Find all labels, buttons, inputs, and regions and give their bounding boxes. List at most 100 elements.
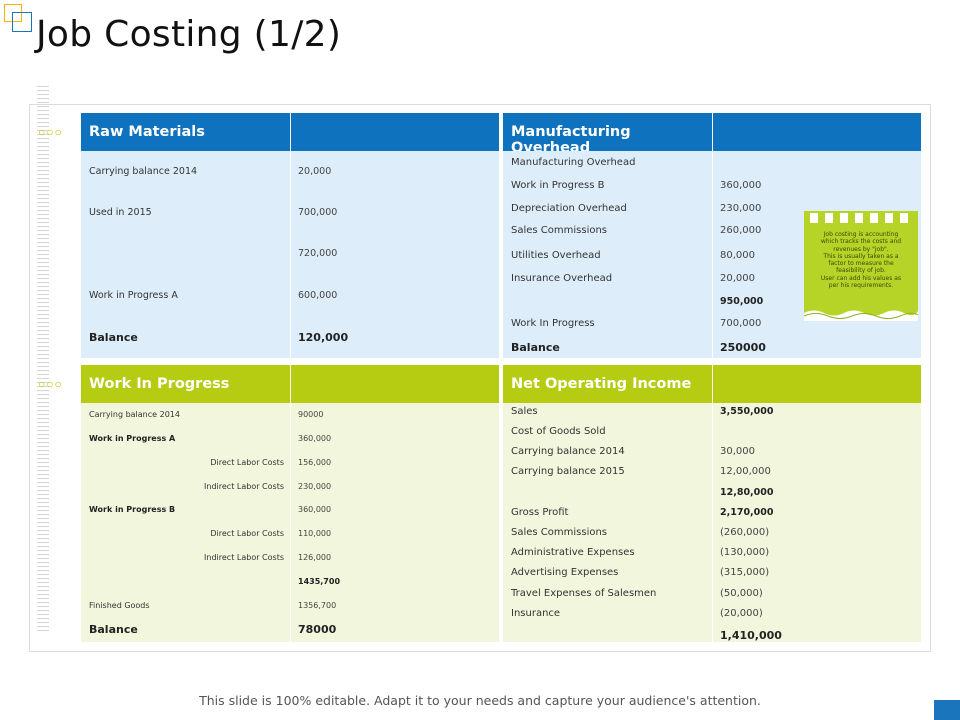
header-empty-cell xyxy=(290,113,499,151)
table-row: Insurance (20,000) xyxy=(503,605,921,621)
row-label: Carrying balance 2014 xyxy=(89,165,198,177)
row-value: 12,00,000 xyxy=(720,465,771,477)
table-row: Utilities Overhead 80,000 xyxy=(503,247,921,263)
table-row: Work in Progress B 360,000 xyxy=(503,177,921,193)
row-value: 260,000 xyxy=(720,224,762,236)
row-label: Work in Progress A xyxy=(89,433,176,443)
raw-materials-title: Raw Materials xyxy=(89,124,205,140)
corner-accent xyxy=(934,700,960,720)
row-value: 110,000 xyxy=(298,528,332,538)
row-label: Insurance xyxy=(511,607,561,619)
row-label: Work in Progress B xyxy=(511,179,605,191)
table-row: Depreciation Overhead 230,000 xyxy=(503,200,921,216)
table-row: Gross Profit 2,170,000 xyxy=(503,504,921,520)
note-clips-icon xyxy=(810,213,914,223)
row-label: Utilities Overhead xyxy=(511,249,601,261)
brand-logo-icon xyxy=(4,4,34,34)
table-row: Sales Commissions 260,000 xyxy=(503,222,921,238)
raw-materials-panel: Raw Materials Carrying balance 2014 20,0… xyxy=(81,113,499,358)
balance-row: Balance 250000 xyxy=(503,339,921,355)
column-divider xyxy=(290,403,291,642)
table-row: Carrying balance 2014 90000 xyxy=(81,407,499,421)
row-value: (130,000) xyxy=(720,546,770,558)
row-label: Indirect Labor Costs xyxy=(204,552,284,562)
table-row: Carrying balance 2014 30,000 xyxy=(503,443,921,459)
row-value: 120,000 xyxy=(298,330,349,344)
raw-materials-header: Raw Materials xyxy=(81,113,499,151)
page-title: Job Costing (1/2) xyxy=(36,14,342,55)
row-value: 126,000 xyxy=(298,552,332,562)
row-label: Sales Commissions xyxy=(511,526,608,538)
table-row: 720,000 xyxy=(81,245,499,261)
row-label: Direct Labor Costs xyxy=(210,457,284,467)
row-value: 3,550,000 xyxy=(720,405,774,417)
row-value: (315,000) xyxy=(720,566,770,578)
table-row: Indirect Labor Costs 230,000 xyxy=(81,479,499,493)
content-frame xyxy=(29,104,931,652)
row-value: 90000 xyxy=(298,409,324,419)
note-line: feasibility of job. xyxy=(836,267,886,275)
column-divider xyxy=(712,403,713,642)
row-label: Balance xyxy=(511,340,560,354)
note-text: Job costing is accounting which tracks t… xyxy=(812,231,910,289)
row-value: 360,000 xyxy=(298,504,332,514)
decorative-stripes xyxy=(37,86,49,634)
net-operating-income-title: Net Operating Income xyxy=(511,376,692,392)
row-label: Carrying balance 2014 xyxy=(511,445,625,457)
row-label: Indirect Labor Costs xyxy=(204,481,284,491)
row-label: Direct Labor Costs xyxy=(210,528,284,538)
bullet-dots-icon: ○○○ xyxy=(38,377,63,391)
row-value: (50,000) xyxy=(720,587,763,599)
table-row: Direct Labor Costs 156,000 xyxy=(81,455,499,469)
note-line: factor to measure the xyxy=(828,260,894,268)
table-row: Work in Progress A 600,000 xyxy=(81,287,499,303)
sticky-note: Job costing is accounting which tracks t… xyxy=(804,211,918,321)
table-row: Manufacturing Overhead xyxy=(503,154,921,170)
row-label: Depreciation Overhead xyxy=(511,202,627,214)
row-value: 250000 xyxy=(720,340,766,354)
row-value: 1435,700 xyxy=(298,576,341,586)
table-row: Direct Labor Costs 110,000 xyxy=(81,526,499,540)
table-row: Carrying balance 2015 12,00,000 xyxy=(503,463,921,479)
row-label: Manufacturing Overhead xyxy=(511,156,636,168)
row-value: 78000 xyxy=(298,622,337,636)
manufacturing-overhead-panel: Manufacturing Overhead Manufacturing Ove… xyxy=(503,113,921,358)
row-label: Balance xyxy=(89,622,138,636)
row-value: 2,170,000 xyxy=(720,506,774,518)
total-row: 1,410,000 xyxy=(503,627,921,642)
row-label: Insurance Overhead xyxy=(511,272,613,284)
row-label: Work In Progress xyxy=(511,317,595,329)
row-value: 20,000 xyxy=(720,272,755,284)
note-line: which tracks the costs and xyxy=(820,238,902,246)
work-in-progress-header: Work In Progress xyxy=(81,365,499,403)
row-value: 80,000 xyxy=(720,249,755,261)
row-label: Cost of Goods Sold xyxy=(511,425,606,437)
note-line: This is usually taken as a xyxy=(823,252,899,260)
row-value: 600,000 xyxy=(298,289,338,301)
row-label: Travel Expenses of Salesmen xyxy=(511,587,657,599)
row-value: 30,000 xyxy=(720,445,755,457)
table-row: Work in Progress B 360,000 xyxy=(81,502,499,516)
row-value: 1356,700 xyxy=(298,600,337,610)
note-line: Job costing is accounting xyxy=(823,231,899,238)
column-divider xyxy=(290,151,291,358)
row-label: Work in Progress B xyxy=(89,504,176,514)
table-row: Used in 2015 700,000 xyxy=(81,204,499,220)
row-value: 360,000 xyxy=(720,179,762,191)
row-label: Sales xyxy=(511,405,538,417)
bullet-dots-icon: ○○○ xyxy=(38,125,63,139)
note-line: revenues by "job". xyxy=(833,245,889,253)
row-value: (260,000) xyxy=(720,526,770,538)
net-operating-income-header: Net Operating Income xyxy=(503,365,921,403)
row-value: 20,000 xyxy=(298,165,332,177)
row-value: 720,000 xyxy=(298,247,338,259)
row-value: 230,000 xyxy=(298,481,332,491)
table-row: Administrative Expenses (130,000) xyxy=(503,544,921,560)
row-label: Sales Commissions xyxy=(511,224,608,236)
table-row: Cost of Goods Sold xyxy=(503,423,921,439)
subtotal-row: 12,80,000 xyxy=(503,484,921,500)
row-value: 360,000 xyxy=(298,433,332,443)
row-label: Carrying balance 2015 xyxy=(511,465,625,477)
table-row: Advertising Expenses (315,000) xyxy=(503,564,921,580)
table-row: Finished Goods 1356,700 xyxy=(81,598,499,612)
